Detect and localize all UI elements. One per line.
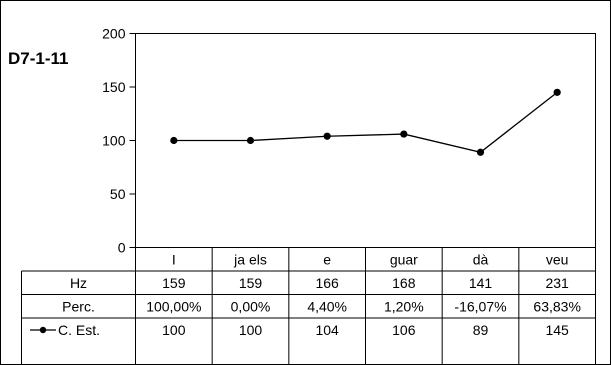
table-cell: 100,00% [146,299,201,315]
table-cell: 100 [162,322,186,338]
table-cell: 159 [239,275,263,291]
category-label: guar [390,252,418,268]
row-label: Perc. [62,299,95,315]
table-cell: 166 [315,275,339,291]
y-tick-label: 100 [102,133,126,149]
y-tick-label: 0 [118,240,126,256]
y-tick-label: 150 [102,79,126,95]
data-point [246,136,255,145]
table-cell: 168 [392,275,416,291]
category-label: I [172,252,176,268]
legend-key-marker [39,326,47,334]
series-line [173,91,558,153]
table-cell: 89 [473,322,489,338]
series-line-group [170,88,561,156]
table-cell: 145 [545,322,569,338]
data-point [170,136,178,145]
y-axis: 0 50 100 150 200 [102,26,136,256]
data-point [476,148,485,156]
table-cell: 159 [162,275,186,291]
data-point [553,88,561,96]
y-tick-label: 200 [102,26,126,42]
y-tick-label: 50 [110,186,126,202]
table-cell: 106 [392,322,416,338]
table-cell: -16,07% [454,299,506,315]
table-cell: 104 [315,322,339,338]
table-cell: 231 [545,275,569,291]
data-point [400,130,408,138]
table-cell: 100 [239,322,263,338]
table-cell: 1,20% [384,299,424,315]
table-cell: 141 [469,275,493,291]
table-cell: 4,40% [307,299,347,315]
category-label: veu [546,252,569,268]
category-label: dà [473,252,489,268]
category-label: ja els [233,252,267,268]
row-label: Hz [70,275,87,291]
row-label: C. Est. [58,322,100,338]
category-label: e [323,252,331,268]
chart-title: D7-1-11 [8,49,68,68]
data-point [323,132,331,140]
table-cell: 0,00% [231,299,271,315]
table-cell: 63,83% [533,299,580,315]
